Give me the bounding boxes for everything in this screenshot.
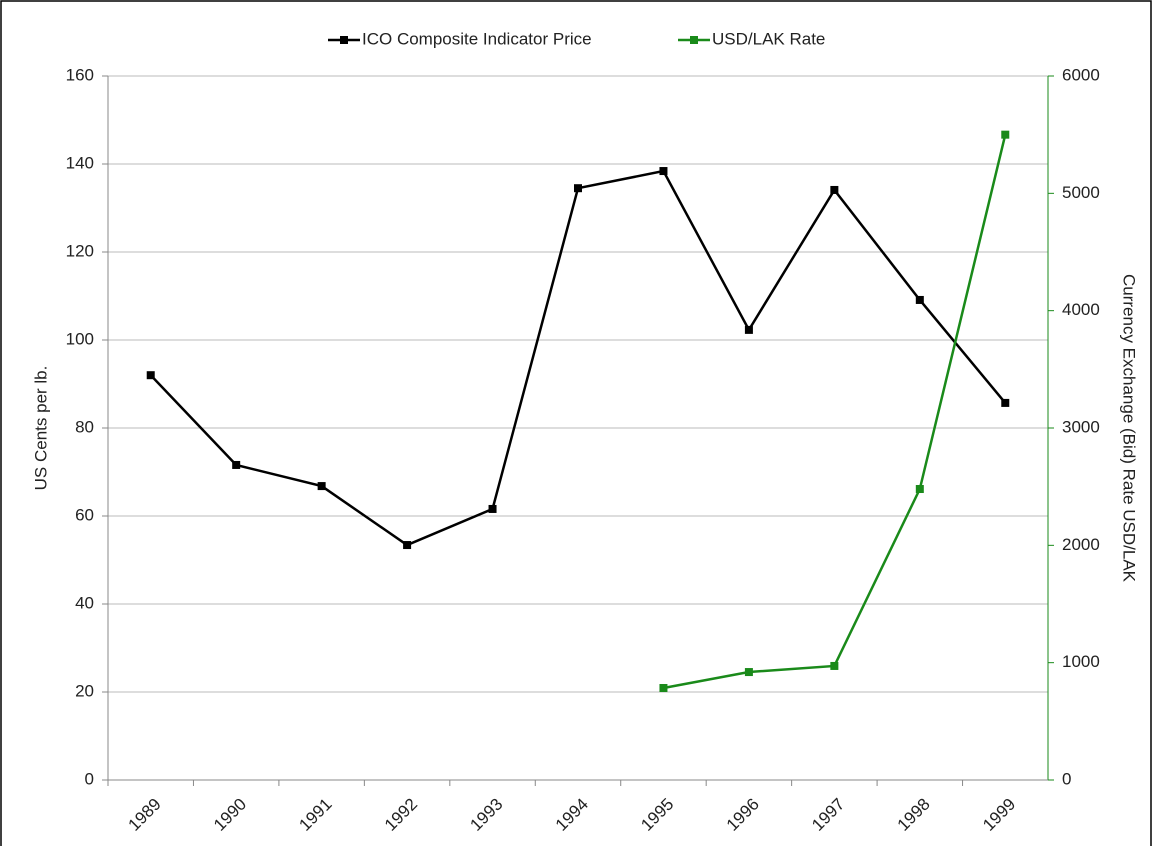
x-tick-label: 1997	[808, 795, 848, 835]
y2-tick-label: 6000	[1062, 65, 1100, 84]
x-tick-label: 1990	[210, 795, 250, 835]
series-marker	[659, 684, 668, 693]
y-tick-label: 60	[75, 505, 94, 524]
x-tick-label: 1998	[894, 795, 934, 835]
y2-tick-label: 4000	[1062, 300, 1100, 319]
y2-tick-label: 2000	[1062, 535, 1100, 554]
y2-tick-label: 5000	[1062, 183, 1100, 202]
x-tick-label: 1999	[979, 795, 1019, 835]
series-marker	[744, 325, 753, 334]
series-marker	[1001, 130, 1010, 139]
legend-label: USD/LAK Rate	[712, 29, 825, 48]
series-marker	[744, 668, 753, 677]
series-marker	[830, 185, 839, 194]
x-tick-label: 1995	[637, 795, 677, 835]
legend-label: ICO Composite Indicator Price	[362, 29, 592, 48]
series-line	[663, 134, 1007, 690]
series-marker	[915, 485, 924, 494]
y2-tick-label: 0	[1062, 769, 1071, 788]
series-marker	[830, 661, 839, 670]
y-tick-label: 20	[75, 681, 94, 700]
y2-tick-label: 3000	[1062, 417, 1100, 436]
series-marker	[574, 184, 582, 193]
y-tick-label: 120	[66, 241, 94, 260]
y-tick-label: 100	[66, 329, 94, 348]
y-axis-title: US Cents per lb.	[31, 366, 50, 491]
series-line	[149, 169, 1007, 547]
x-tick-label: 1989	[125, 795, 165, 835]
y-tick-label: 140	[66, 153, 94, 172]
x-tick-label: 1992	[381, 795, 421, 835]
x-tick-label: 1991	[295, 795, 335, 835]
x-tick-label: 1994	[552, 795, 592, 835]
series-marker	[915, 295, 924, 304]
legend-marker	[690, 36, 698, 44]
series-marker	[232, 460, 241, 469]
y2-tick-label: 1000	[1062, 652, 1100, 671]
y-tick-label: 40	[75, 593, 94, 612]
y-tick-label: 160	[66, 65, 94, 84]
y-tick-label: 0	[85, 769, 94, 788]
series-marker	[659, 167, 668, 176]
legend-marker	[340, 36, 348, 44]
series-marker	[1001, 398, 1010, 407]
y2-axis-title: Currency Exchange (Bid) Rate USD/LAK	[1120, 274, 1139, 583]
x-tick-label: 1993	[466, 795, 506, 835]
series-marker	[317, 482, 326, 491]
x-tick-label: 1996	[723, 795, 763, 835]
y-tick-label: 80	[75, 417, 94, 436]
series-marker	[403, 541, 412, 550]
series-marker	[146, 371, 155, 380]
series-marker	[488, 504, 497, 513]
